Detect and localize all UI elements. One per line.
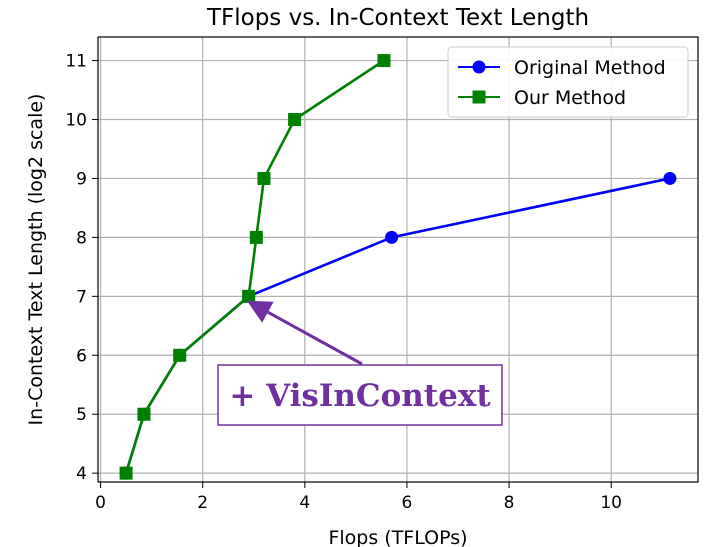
x-tick-label: 0	[95, 493, 106, 513]
annotation-box	[217, 364, 503, 426]
legend-marker-original-method	[472, 60, 486, 74]
series-layer	[119, 54, 677, 480]
data-point-our-method	[119, 466, 133, 480]
y-tick-label: 6	[76, 346, 87, 366]
y-tick-label: 9	[76, 169, 87, 189]
legend-box	[447, 46, 689, 118]
y-tick-label: 7	[76, 287, 87, 307]
plot-frame	[97, 36, 699, 483]
data-point-our-method	[377, 54, 391, 68]
legend-label-original-method: Original Method	[514, 57, 666, 79]
x-tick-label: 4	[299, 493, 310, 513]
series-our-method	[119, 54, 391, 480]
data-point-original-method	[663, 171, 677, 185]
legend-marker-our-method	[472, 90, 486, 104]
annotation-label: + VisInContext	[229, 378, 491, 414]
chart-title: TFlops vs. In-Context Text Length	[206, 5, 589, 31]
legend: Original Method Our Method	[447, 46, 689, 118]
annotation-arrow	[246, 300, 363, 366]
x-axis-label: Flops (TFLOPs)	[328, 527, 467, 547]
data-point-our-method	[242, 289, 256, 303]
axis-ticks: 0 2 4 6 8 10 4 5 6 7 8 9 10 11	[65, 52, 622, 513]
series-line-original-method	[124, 177, 671, 474]
data-point-our-method	[288, 113, 302, 127]
data-point-original-method	[385, 230, 399, 244]
x-tick-label: 6	[402, 493, 413, 513]
y-tick-label: 5	[76, 405, 87, 425]
y-tick-label: 11	[65, 52, 87, 72]
x-tick-label: 2	[197, 493, 208, 513]
data-point-our-method	[249, 230, 263, 244]
y-tick-label: 4	[76, 464, 87, 484]
data-point-our-method	[257, 171, 271, 185]
x-tick-label: 8	[504, 493, 515, 513]
y-tick-label: 8	[76, 228, 87, 248]
series-line-our-method	[124, 59, 385, 474]
x-tick-label: 10	[600, 493, 622, 513]
y-axis-label: In-Context Text Length (log2 scale)	[25, 94, 47, 426]
annotation: + VisInContext	[217, 300, 503, 426]
legend-entry-our-method: Our Method	[458, 87, 626, 109]
data-point-our-method	[173, 348, 187, 362]
legend-entry-original-method: Original Method	[458, 57, 666, 79]
y-tick-label: 10	[65, 111, 87, 131]
data-point-our-method	[137, 407, 151, 421]
legend-label-our-method: Our Method	[514, 87, 626, 109]
